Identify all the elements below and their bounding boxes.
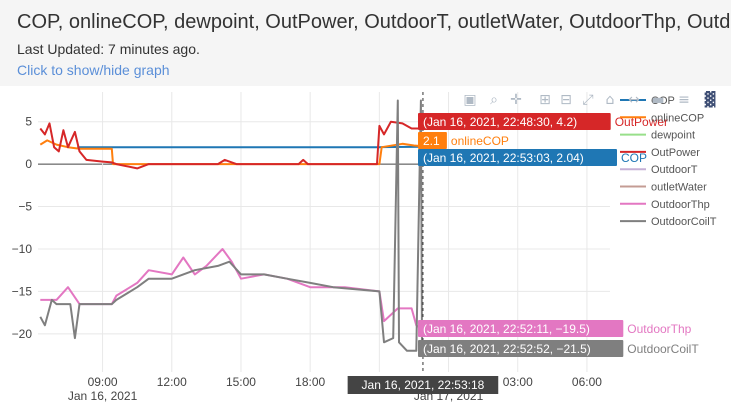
toggle-graph-link[interactable]: Click to show/hide graph <box>17 62 170 78</box>
tooltip-box-OutPower <box>418 113 611 130</box>
tooltip-value-OutdoorCoilT: (Jan 16, 2021, 22:52:52, −21.5) <box>423 342 591 356</box>
zoom-in-icon[interactable]: ⊞ <box>539 92 551 108</box>
zoom-out-icon[interactable]: ⊟ <box>560 92 572 108</box>
y-tick-label: 0 <box>25 157 32 171</box>
tooltip-series-label-OutdoorThp: OutdoorThp <box>627 322 691 336</box>
plotly-logo-icon[interactable]: ▓ <box>705 90 716 108</box>
tooltip-box-COP <box>418 149 617 166</box>
legend-item-OutdoorThp: OutdoorThp <box>651 199 710 211</box>
y-tick-label: −10 <box>12 242 33 256</box>
legend-item-dewpoint: dewpoint <box>651 130 695 142</box>
x-tick-label: 09:00 <box>88 375 118 389</box>
tooltip-box-OutdoorCoilT <box>418 340 624 357</box>
camera-icon[interactable]: ▣ <box>463 92 476 108</box>
legend-item-onlineCOP: onlineCOP <box>651 112 704 124</box>
tooltip-series-label-onlineCOP: onlineCOP <box>451 134 509 148</box>
reset-axes-icon[interactable]: ⌂ <box>606 92 615 108</box>
y-tick-label: −20 <box>12 327 33 341</box>
zoom-icon[interactable]: ⌕ <box>490 92 498 108</box>
cursor-x-label: Jan 16, 2021, 22:53:18 <box>362 378 485 392</box>
tooltip-value-COP: (Jan 16, 2021, 22:53:03, 2.04) <box>423 151 584 165</box>
legend-item-OutdoorT: OutdoorT <box>651 164 698 176</box>
tooltip-value-OutdoorThp: (Jan 16, 2021, 22:52:11, −19.5) <box>423 322 590 336</box>
x-tick-label: 03:00 <box>503 375 533 389</box>
x-tick-label: 18:00 <box>295 375 325 389</box>
header: COP, onlineCOP, dewpoint, OutPower, Outd… <box>0 0 731 86</box>
legend-item-outletWater: outletWater <box>651 182 707 194</box>
tooltip-value-OutPower: (Jan 16, 2021, 22:48:30, 4.2) <box>423 115 577 129</box>
legend-item-COP: COP <box>651 95 675 107</box>
spike-lines-icon[interactable]: ↔ <box>628 92 640 108</box>
series-line-OutdoorCoilT <box>39 99 423 352</box>
hover-compare-icon[interactable]: ≡ <box>678 92 690 108</box>
x-tick-label: 15:00 <box>226 375 256 389</box>
x-tick-label: 12:00 <box>157 375 187 389</box>
chart-title: COP, onlineCOP, dewpoint, OutPower, Outd… <box>17 11 731 33</box>
x-tick-label: 06:00 <box>572 375 602 389</box>
tooltip-series-label-OutdoorCoilT: OutdoorCoilT <box>627 342 699 356</box>
tooltip-series-label-COP: COP <box>621 151 647 165</box>
tooltip-box-OutdoorThp <box>418 320 624 337</box>
last-updated-text: Last Updated: 7 minutes ago. <box>17 41 200 57</box>
pan-icon[interactable]: ✛ <box>510 92 522 108</box>
tooltip-value-onlineCOP: 2.1 <box>423 134 440 148</box>
cursor-x-label-box <box>347 376 499 394</box>
tooltip-series-label-OutPower: OutPower <box>615 115 668 129</box>
x-tick-date-label: Jan 16, 2021 <box>68 389 138 402</box>
y-tick-label: 5 <box>25 115 32 129</box>
y-tick-label: −15 <box>12 284 33 298</box>
series-line-onlineCOP <box>39 139 423 166</box>
hover-closest-icon[interactable]: ▬ <box>651 92 664 108</box>
tooltip-box-onlineCOP <box>418 132 447 149</box>
autoscale-icon[interactable]: ⤢ <box>582 92 593 108</box>
legend-item-OutdoorCoilT: OutdoorCoilT <box>651 216 717 228</box>
series-line-OutPower <box>39 120 421 170</box>
y-tick-label: −5 <box>18 200 32 214</box>
legend-item-OutPower: OutPower <box>651 147 700 159</box>
